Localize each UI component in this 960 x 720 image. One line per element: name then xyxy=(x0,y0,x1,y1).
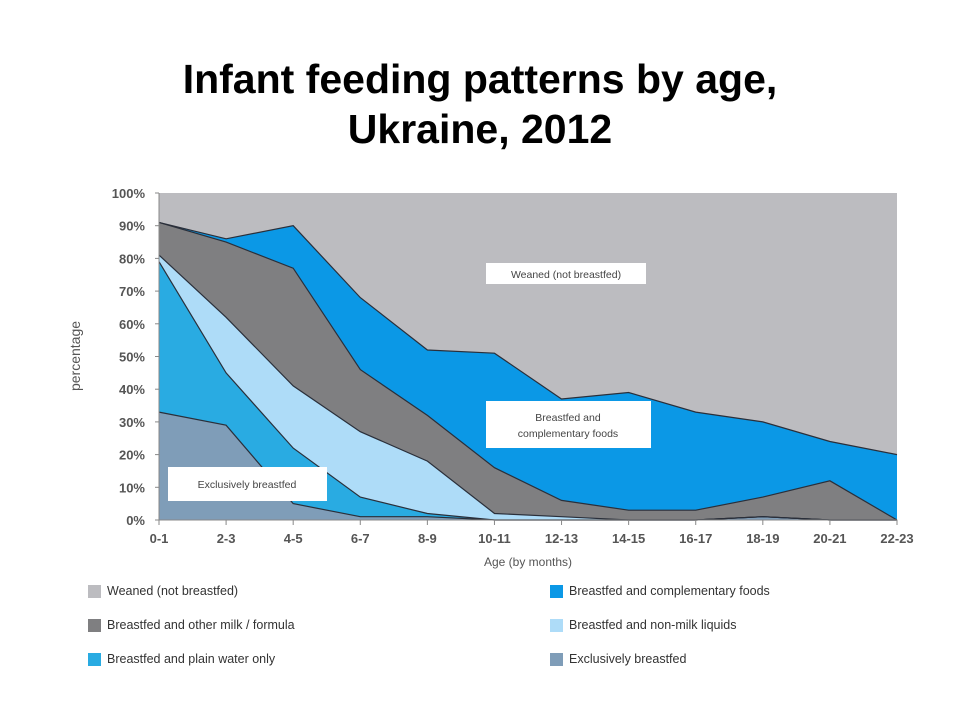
area-breastfed-and-complementary-foods xyxy=(159,222,897,520)
annotation-weaned-box xyxy=(486,263,646,284)
annotation-complementary-label-2: complementary foods xyxy=(518,428,618,440)
x-axis-label: Age (by months) xyxy=(484,555,572,569)
y-tick-label: 60% xyxy=(119,317,145,332)
x-tick-label: 22-23 xyxy=(880,531,913,546)
y-tick-label: 10% xyxy=(119,480,145,495)
annotation-complementary-label-1: Breastfed and xyxy=(535,412,601,424)
legend-swatch xyxy=(550,652,563,666)
legend-swatch xyxy=(550,618,563,632)
legend-label: Breastfed and other milk / formula xyxy=(107,618,295,632)
boundary-line-4 xyxy=(158,221,898,521)
x-tick-label: 6-7 xyxy=(351,531,370,546)
legend-item: Breastfed and other milk / formula xyxy=(88,615,295,635)
annotation-weaned-label: Weaned (not breastfed) xyxy=(511,269,621,281)
area-breastfed-and-other-milk-formula xyxy=(159,222,897,520)
legend-swatch xyxy=(88,652,101,666)
y-tick-label: 50% xyxy=(119,350,145,365)
x-tick-label: 16-17 xyxy=(679,531,712,546)
chart-title-line-1: Infant feeding patterns by age, xyxy=(182,56,778,102)
legend-item: Breastfed and complementary foods xyxy=(550,581,770,601)
x-tick-label: 14-15 xyxy=(612,531,645,546)
x-tick-label: 8-9 xyxy=(418,531,437,546)
y-tick-label: 90% xyxy=(119,219,145,234)
legend-item: Weaned (not breastfed) xyxy=(88,581,238,601)
x-tick-label: 20-21 xyxy=(813,531,846,546)
y-tick-label: 30% xyxy=(119,415,145,430)
x-tick-label: 2-3 xyxy=(217,531,236,546)
y-tick-label: 80% xyxy=(119,251,145,266)
y-tick-label: 70% xyxy=(119,284,145,299)
area-breastfed-and-non-milk-liquids xyxy=(159,255,897,520)
annotation-exclusive-label: Exclusively breastfed xyxy=(198,479,297,491)
legend-swatch xyxy=(88,584,101,598)
chart-title-line-2: Ukraine, 2012 xyxy=(347,106,613,152)
boundary-line-5 xyxy=(158,221,898,456)
y-tick-label: 100% xyxy=(112,186,146,201)
legend-label: Breastfed and complementary foods xyxy=(569,584,770,598)
annotation-exclusive-box xyxy=(168,467,327,501)
chart-title: Infant feeding patterns by age, Ukraine,… xyxy=(0,54,960,154)
annotation-complementary-box xyxy=(486,401,651,448)
boundary-line-3 xyxy=(158,254,897,521)
x-tick-label: 0-1 xyxy=(150,531,169,546)
legend-item: Exclusively breastfed xyxy=(550,649,686,669)
area-exclusively-breastfed xyxy=(159,412,897,520)
y-axis-label: percentage xyxy=(67,321,83,391)
legend-label: Breastfed and non-milk liquids xyxy=(569,618,737,632)
legend-label: Breastfed and plain water only xyxy=(107,652,276,666)
x-tick-label: 4-5 xyxy=(284,531,303,546)
legend-swatch xyxy=(88,618,101,632)
area-weaned-not-breastfed xyxy=(159,193,897,455)
x-tick-label: 12-13 xyxy=(545,531,578,546)
legend-label: Exclusively breastfed xyxy=(569,652,687,666)
legend-item: Breastfed and non-milk liquids xyxy=(550,615,736,635)
y-tick-label: 20% xyxy=(119,448,145,463)
x-tick-label: 18-19 xyxy=(746,531,779,546)
legend-swatch xyxy=(550,584,563,598)
legend-item: Breastfed and plain water only xyxy=(88,649,275,669)
y-tick-label: 40% xyxy=(119,382,145,397)
y-tick-label: 0% xyxy=(126,513,145,528)
legend-label: Weaned (not breastfed) xyxy=(107,584,239,598)
x-tick-label: 10-11 xyxy=(478,531,511,546)
